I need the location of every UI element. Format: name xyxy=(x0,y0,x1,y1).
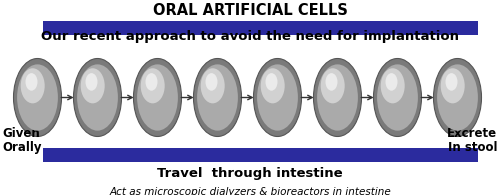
Ellipse shape xyxy=(206,73,218,91)
Ellipse shape xyxy=(194,58,242,136)
Ellipse shape xyxy=(446,73,458,91)
Ellipse shape xyxy=(86,73,98,91)
Ellipse shape xyxy=(17,64,58,131)
Bar xyxy=(42,21,478,35)
Ellipse shape xyxy=(146,73,158,91)
Ellipse shape xyxy=(386,73,398,91)
Ellipse shape xyxy=(257,64,298,131)
Ellipse shape xyxy=(80,68,104,103)
Ellipse shape xyxy=(140,68,164,103)
Text: Excrete
In stool: Excrete In stool xyxy=(448,127,498,154)
Ellipse shape xyxy=(26,73,38,91)
Ellipse shape xyxy=(134,58,182,136)
Text: Travel  through intestine: Travel through intestine xyxy=(157,167,343,180)
Ellipse shape xyxy=(77,64,118,131)
Ellipse shape xyxy=(326,73,338,91)
Ellipse shape xyxy=(254,58,302,136)
Ellipse shape xyxy=(200,68,224,103)
Ellipse shape xyxy=(437,64,478,131)
Ellipse shape xyxy=(260,68,284,103)
Text: Our recent approach to avoid the need for implantation: Our recent approach to avoid the need fo… xyxy=(41,30,459,43)
Ellipse shape xyxy=(320,68,344,103)
Text: Act as microscopic dialyzers & bioreactors in intestine: Act as microscopic dialyzers & bioreacto… xyxy=(109,187,391,195)
Text: Given
Orally: Given Orally xyxy=(2,127,42,154)
Ellipse shape xyxy=(434,58,482,136)
Ellipse shape xyxy=(74,58,122,136)
Ellipse shape xyxy=(374,58,422,136)
Ellipse shape xyxy=(440,68,464,103)
Ellipse shape xyxy=(380,68,404,103)
Text: ORAL ARTIFICIAL CELLS: ORAL ARTIFICIAL CELLS xyxy=(152,3,348,18)
Ellipse shape xyxy=(14,58,62,136)
Bar xyxy=(42,148,478,162)
Ellipse shape xyxy=(314,58,362,136)
Ellipse shape xyxy=(20,68,44,103)
Ellipse shape xyxy=(266,73,278,91)
Ellipse shape xyxy=(197,64,238,131)
Ellipse shape xyxy=(377,64,418,131)
Ellipse shape xyxy=(137,64,178,131)
Ellipse shape xyxy=(317,64,358,131)
